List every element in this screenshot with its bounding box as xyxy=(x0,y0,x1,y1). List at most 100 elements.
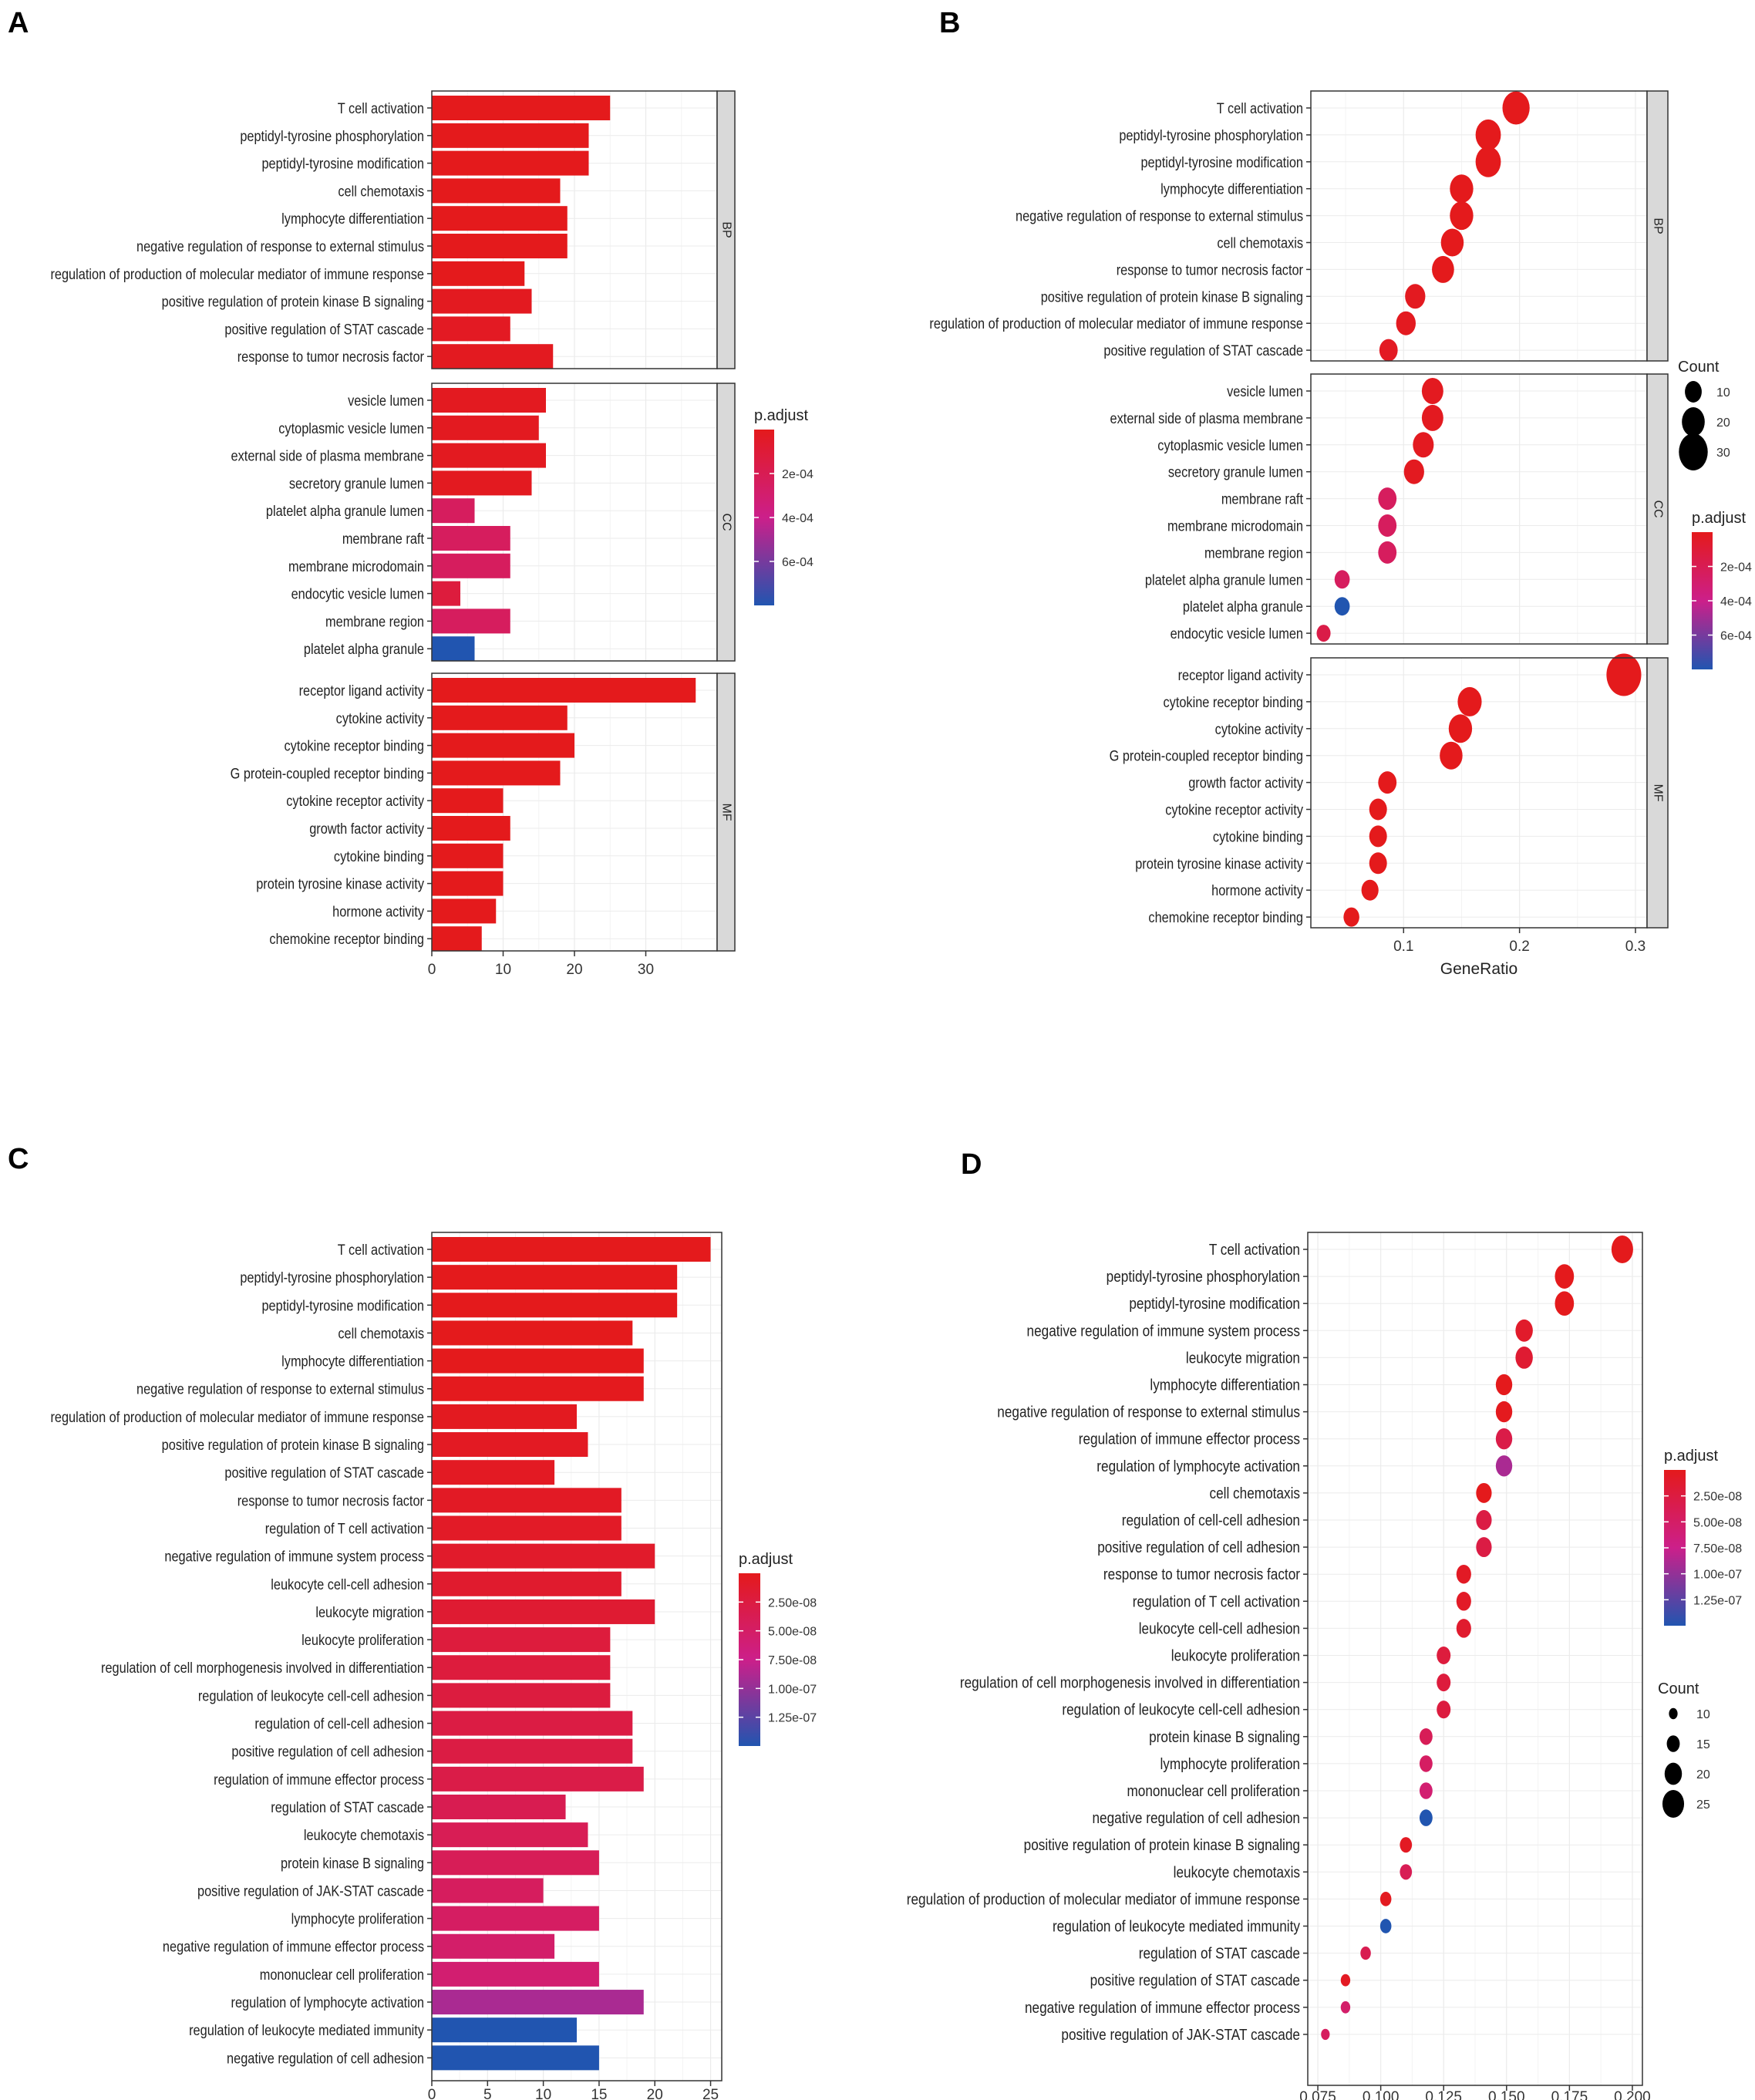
category-label: positive regulation of JAK-STAT cascade xyxy=(1061,2026,1300,2044)
category-label: leukocyte chemotaxis xyxy=(304,1827,424,1843)
category-label: lymphocyte differentiation xyxy=(1150,1376,1300,1394)
dot xyxy=(1334,597,1350,616)
dot xyxy=(1456,1592,1471,1611)
x-tick-label: 0.200 xyxy=(1614,2089,1651,2100)
category-label: regulation of cell morphogenesis involve… xyxy=(960,1674,1300,1691)
dot xyxy=(1495,1374,1513,1396)
x-tick-label: 25 xyxy=(702,2087,719,2100)
category-label: regulation of lymphocyte activation xyxy=(231,1994,424,2011)
category-label: response to tumor necrosis factor xyxy=(237,1492,424,1508)
legend-label: 2.50e-08 xyxy=(768,1596,817,1610)
dot xyxy=(1450,174,1474,204)
category-label: external side of plasma membrane xyxy=(1110,410,1304,426)
category-label: negative regulation of response to exter… xyxy=(997,1403,1300,1421)
bar xyxy=(432,1655,611,1680)
bar xyxy=(432,1599,655,1624)
category-label: cell chemotaxis xyxy=(338,1325,424,1341)
category-label: lymphocyte proliferation xyxy=(1160,1755,1300,1773)
category-label: negative regulation of response to exter… xyxy=(1016,207,1303,224)
dot xyxy=(1457,686,1482,716)
dot xyxy=(1360,1946,1371,1960)
x-tick-label: 10 xyxy=(495,962,511,978)
category-label: cytokine receptor binding xyxy=(285,737,424,753)
bar xyxy=(432,1878,544,1903)
bar xyxy=(432,234,568,258)
size-legend-label: 20 xyxy=(1696,1768,1710,1781)
category-label: positive regulation of STAT cascade xyxy=(1103,342,1303,359)
legend-title: p.adjust xyxy=(739,1551,793,1568)
dot xyxy=(1378,487,1397,511)
bar xyxy=(432,178,561,204)
bar xyxy=(432,1320,633,1346)
category-label: endocytic vesicle lumen xyxy=(291,585,424,602)
dot xyxy=(1495,1455,1513,1477)
dot xyxy=(1396,311,1416,335)
dot xyxy=(1611,1235,1633,1263)
dot xyxy=(1437,1674,1451,1692)
bar xyxy=(432,1515,621,1541)
bar xyxy=(432,926,482,952)
facet-strip xyxy=(716,672,736,952)
dot xyxy=(1421,404,1443,431)
dot xyxy=(1403,459,1424,484)
category-label: peptidyl-tyrosine phosphorylation xyxy=(240,128,424,144)
category-label: growth factor activity xyxy=(1188,774,1303,790)
x-tick-label: 0.1 xyxy=(1393,939,1413,955)
category-label: leukocyte cell-cell adhesion xyxy=(271,1576,424,1593)
x-tick-label: 20 xyxy=(566,962,582,978)
facet-strip-label: CC xyxy=(719,513,733,531)
category-label: protein kinase B signaling xyxy=(281,1855,424,1871)
dot xyxy=(1321,2028,1330,2041)
category-label: regulation of immune effector process xyxy=(1079,1430,1300,1448)
dot xyxy=(1379,1919,1392,1933)
category-label: regulation of STAT cascade xyxy=(271,1799,424,1815)
category-label: negative regulation of cell adhesion xyxy=(1093,1809,1300,1827)
category-label: peptidyl-tyrosine modification xyxy=(1140,154,1303,170)
category-label: mononuclear cell proliferation xyxy=(1127,1782,1300,1800)
panel-C-plot-border xyxy=(431,1232,723,2081)
bar xyxy=(432,526,510,551)
dot xyxy=(1450,201,1474,231)
bar xyxy=(432,1237,711,1262)
category-label: regulation of lymphocyte activation xyxy=(1096,1458,1300,1475)
legend-label: 1.25e-07 xyxy=(1693,1594,1742,1607)
dot xyxy=(1515,1319,1533,1342)
bar xyxy=(432,150,589,176)
bar xyxy=(432,816,510,841)
category-label: platelet alpha granule xyxy=(304,641,424,657)
category-label: leukocyte migration xyxy=(1186,1349,1300,1367)
category-label: response to tumor necrosis factor xyxy=(237,349,424,365)
category-label: regulation of T cell activation xyxy=(265,1520,424,1536)
bar xyxy=(432,843,504,868)
dot xyxy=(1475,146,1501,177)
size-legend-label: 10 xyxy=(1696,1708,1710,1721)
bar xyxy=(432,443,546,468)
x-tick-label: 0.3 xyxy=(1625,939,1646,955)
panel-B-plot-border xyxy=(1310,373,1648,645)
bar xyxy=(432,206,568,231)
bar xyxy=(432,1571,621,1596)
dot xyxy=(1419,1782,1433,1799)
category-label: peptidyl-tyrosine modification xyxy=(1129,1295,1300,1313)
category-label: receptor ligand activity xyxy=(1178,667,1304,683)
category-label: T cell activation xyxy=(338,1242,424,1258)
category-label: positive regulation of protein kinase B … xyxy=(162,293,424,309)
bar xyxy=(432,1293,678,1318)
bar xyxy=(432,1850,599,1876)
dot xyxy=(1456,1619,1471,1638)
category-label: regulation of leukocyte cell-cell adhesi… xyxy=(1062,1701,1300,1718)
legend-label: 5.00e-08 xyxy=(768,1626,817,1639)
dot xyxy=(1437,1646,1451,1665)
dot xyxy=(1555,1264,1575,1289)
facet-strip xyxy=(1646,373,1669,645)
category-label: cytokine receptor binding xyxy=(1164,694,1303,710)
category-label: response to tumor necrosis factor xyxy=(1117,261,1303,278)
legend-label: 4e-04 xyxy=(1720,595,1752,608)
bar xyxy=(432,1460,555,1485)
category-label: cytokine receptor activity xyxy=(1165,801,1303,817)
facet-strip-label: CC xyxy=(1651,500,1664,517)
category-label: leukocyte proliferation xyxy=(1171,1647,1300,1664)
category-label: regulation of leukocyte mediated immunit… xyxy=(1053,1917,1301,1935)
bar xyxy=(432,1432,588,1458)
x-tick-label: 0.175 xyxy=(1551,2089,1588,2100)
